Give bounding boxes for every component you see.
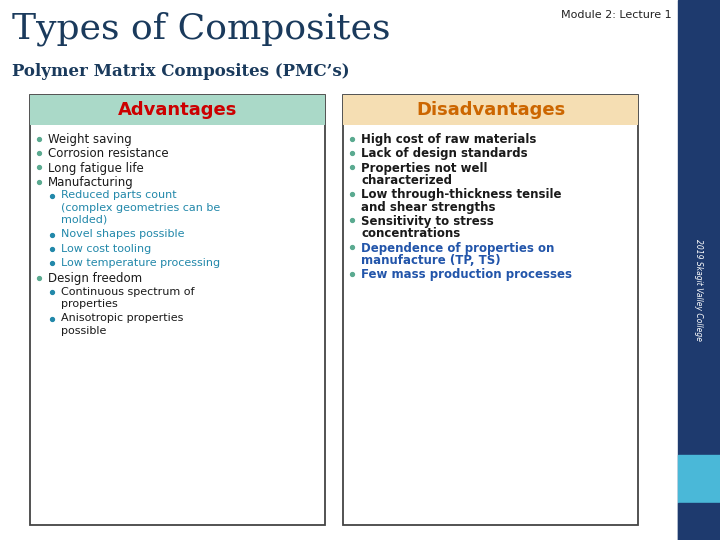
Text: properties: properties bbox=[61, 299, 118, 309]
Bar bbox=[343, 95, 638, 125]
Text: characterized: characterized bbox=[361, 174, 452, 187]
Text: Weight saving: Weight saving bbox=[48, 133, 132, 146]
Text: Polymer Matrix Composites (PMC’s): Polymer Matrix Composites (PMC’s) bbox=[12, 63, 350, 80]
Text: Few mass production processes: Few mass production processes bbox=[361, 268, 572, 281]
Text: Module 2: Lecture 1: Module 2: Lecture 1 bbox=[562, 10, 672, 20]
Text: molded): molded) bbox=[61, 215, 107, 225]
Bar bbox=[343, 95, 638, 525]
Text: Low temperature processing: Low temperature processing bbox=[61, 258, 220, 268]
Text: Anisotropic properties: Anisotropic properties bbox=[61, 313, 184, 323]
Text: High cost of raw materials: High cost of raw materials bbox=[361, 133, 536, 146]
Text: and shear strengths: and shear strengths bbox=[361, 201, 495, 214]
Text: Types of Composites: Types of Composites bbox=[12, 12, 390, 46]
Text: Long fatigue life: Long fatigue life bbox=[48, 161, 144, 174]
Text: Lack of design standards: Lack of design standards bbox=[361, 147, 528, 160]
Text: possible: possible bbox=[61, 326, 107, 335]
Text: Low through-thickness tensile: Low through-thickness tensile bbox=[361, 188, 562, 201]
Text: (complex geometries can be: (complex geometries can be bbox=[61, 202, 220, 213]
Bar bbox=[678, 503, 720, 540]
Text: concentrations: concentrations bbox=[361, 227, 460, 240]
Text: Reduced parts count: Reduced parts count bbox=[61, 190, 176, 200]
Text: Properties not well: Properties not well bbox=[361, 161, 487, 174]
Text: Corrosion resistance: Corrosion resistance bbox=[48, 147, 168, 160]
Text: Advantages: Advantages bbox=[118, 101, 237, 119]
Bar bbox=[30, 95, 325, 525]
Bar bbox=[678, 0, 720, 540]
Text: Disadvantages: Disadvantages bbox=[416, 101, 565, 119]
Text: 2019 Skagit Valley College: 2019 Skagit Valley College bbox=[695, 239, 703, 341]
Text: Design freedom: Design freedom bbox=[48, 272, 142, 285]
Bar bbox=[30, 95, 325, 125]
Text: Novel shapes possible: Novel shapes possible bbox=[61, 230, 184, 239]
Text: Low cost tooling: Low cost tooling bbox=[61, 244, 151, 254]
Text: Sensitivity to stress: Sensitivity to stress bbox=[361, 215, 494, 228]
Bar bbox=[678, 455, 720, 503]
Text: Manufacturing: Manufacturing bbox=[48, 176, 134, 189]
Text: manufacture (TP, TS): manufacture (TP, TS) bbox=[361, 254, 500, 267]
Text: Dependence of properties on: Dependence of properties on bbox=[361, 241, 554, 254]
Text: Continuous spectrum of: Continuous spectrum of bbox=[61, 287, 194, 296]
